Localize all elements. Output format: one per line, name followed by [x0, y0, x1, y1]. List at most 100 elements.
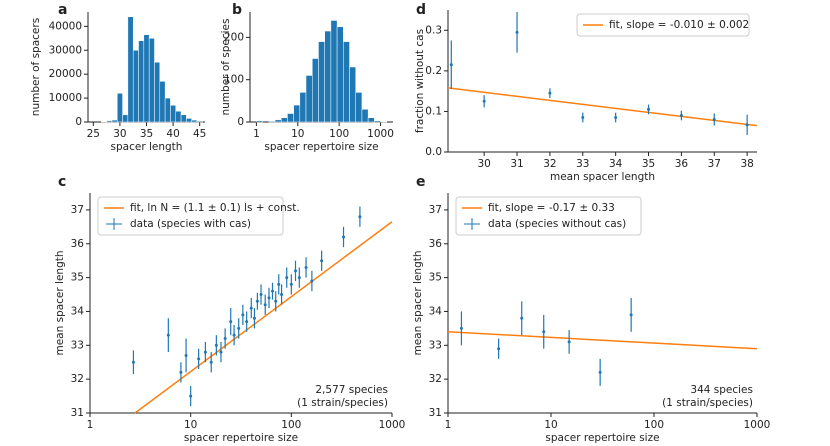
y-tick-label: 36	[71, 238, 85, 250]
y-tick-label: 32	[71, 373, 84, 385]
y-tick-label: 20000	[49, 68, 82, 80]
legend-label: fit, slope = -0.010 ± 0.002	[609, 19, 749, 31]
y-tick-label: 31	[71, 407, 84, 419]
fit-line	[447, 87, 758, 127]
data-point	[515, 30, 519, 34]
data-point	[289, 282, 293, 286]
data-point	[449, 63, 453, 67]
data-point	[252, 316, 256, 320]
y-tick-label: 31	[429, 407, 442, 419]
bar	[361, 109, 369, 123]
y-tick-label: 0.3	[425, 24, 442, 36]
annotation: 2,577 species	[315, 384, 388, 396]
legend-label: data (species without cas)	[488, 218, 626, 230]
x-tick-label: 38	[740, 158, 753, 170]
y-tick-label: 33	[429, 339, 442, 351]
y-tick-label: 35	[429, 272, 442, 284]
data-point	[567, 340, 571, 344]
data-point	[232, 333, 236, 337]
data-point	[255, 299, 259, 303]
annotation: (1 strain/species)	[297, 397, 388, 409]
data-point	[679, 113, 683, 117]
bar	[280, 117, 288, 123]
bar	[274, 119, 282, 123]
bar	[268, 120, 276, 123]
y-tick-label: 100	[224, 74, 244, 86]
panel: b 1 10 100 1000 0 100 200 spacer repertoire size…	[220, 2, 394, 153]
y-tick-label: 0	[237, 116, 244, 128]
data-point	[520, 316, 524, 320]
data-point	[310, 279, 314, 283]
bar	[122, 114, 129, 123]
bar	[117, 93, 123, 123]
panel-letter: d	[416, 2, 426, 18]
data-point	[197, 357, 201, 361]
bar	[148, 38, 155, 123]
data-point	[277, 282, 281, 286]
data-point	[614, 116, 618, 120]
y-axis-label: number of spacers	[30, 18, 42, 116]
y-tick-label: 0.0	[425, 146, 442, 158]
data-point	[629, 313, 633, 317]
bar	[186, 118, 192, 123]
bar	[324, 30, 332, 123]
data-point	[285, 276, 289, 280]
data-point	[294, 269, 298, 273]
x-tick-label: 31	[510, 158, 523, 170]
y-tick-label: 37	[71, 204, 84, 216]
x-tick-label: 1	[445, 419, 452, 431]
y-axis-label: fraction without cas	[414, 29, 426, 133]
data-point	[459, 326, 463, 330]
x-axis-label: spacer repertoire size	[184, 432, 298, 444]
bar	[154, 61, 161, 123]
y-tick-label: 35	[71, 272, 84, 284]
x-tick-label: 33	[576, 158, 589, 170]
bar	[305, 75, 313, 123]
x-tick-label: 35	[642, 158, 655, 170]
y-tick-label: 0.2	[425, 65, 442, 77]
bar	[287, 113, 294, 123]
data-point	[237, 326, 241, 330]
legend-label: fit, slope = -0.17 ± 0.33	[488, 202, 615, 214]
bar	[127, 16, 134, 123]
legend-box	[576, 13, 750, 37]
panel: c 1 10 100 1000 31 32 33 34 35 36 37 spacer repertoi…	[54, 174, 405, 444]
data-point	[342, 235, 346, 239]
x-tick-label: 100	[644, 419, 664, 431]
bar	[343, 41, 350, 123]
data-point	[712, 118, 716, 122]
data-point	[184, 353, 188, 357]
bar	[196, 120, 203, 123]
bar	[336, 26, 344, 123]
bar	[164, 97, 171, 123]
bar	[318, 41, 325, 123]
data-point	[598, 370, 602, 374]
fit-line	[447, 331, 758, 350]
annotation: (1 strain/species)	[662, 397, 753, 409]
data-point	[274, 299, 278, 303]
data-point	[581, 116, 585, 120]
x-tick-label: 10	[291, 128, 304, 140]
y-tick-label: 33	[71, 339, 84, 351]
x-tick-label: 32	[543, 158, 556, 170]
data-point	[219, 350, 223, 354]
data-point	[280, 293, 284, 297]
y-tick-label: 30000	[49, 44, 82, 56]
bar	[159, 81, 166, 123]
bar	[175, 110, 182, 123]
legend-label: fit, ln N = (1.1 ± 0.1) ls + const.	[130, 202, 300, 214]
y-tick-label: 0	[75, 116, 82, 128]
x-tick-label: 35	[140, 128, 153, 140]
bar	[293, 104, 301, 123]
panel: a 25 30 35 40 45 0 10000 20000 30000 40000 spacer l…	[30, 2, 206, 153]
panel-letter: e	[416, 174, 426, 190]
x-axis-label: spacer repertoire size	[545, 432, 659, 444]
data-point	[358, 215, 362, 219]
bar	[312, 58, 319, 123]
x-tick-label: 1000	[379, 419, 406, 431]
y-axis-label: number of species	[220, 19, 232, 116]
fit-line	[134, 221, 393, 414]
panel-letter: b	[232, 2, 242, 18]
bar	[191, 119, 198, 123]
